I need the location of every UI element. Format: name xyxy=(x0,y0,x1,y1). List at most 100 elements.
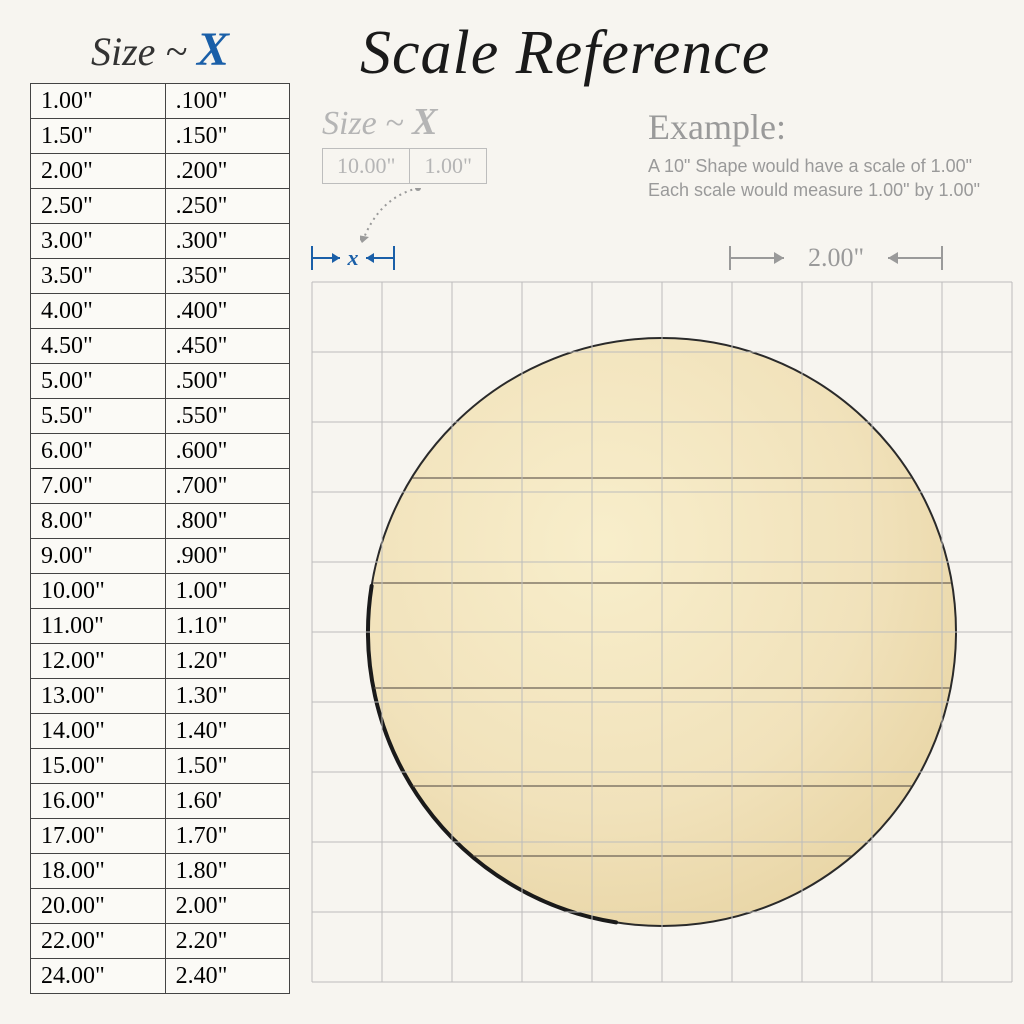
scale-cell: .100" xyxy=(165,84,289,119)
size-header-prefix: Size ~ xyxy=(91,29,197,74)
size-header-x: X xyxy=(197,23,229,76)
scale-cell: .500" xyxy=(165,364,289,399)
size-cell: 22.00" xyxy=(31,924,166,959)
table-row: 1.00".100" xyxy=(31,84,290,119)
size-cell: 5.50" xyxy=(31,399,166,434)
scale-cell: .600" xyxy=(165,434,289,469)
size-cell: 4.50" xyxy=(31,329,166,364)
scale-cell: 1.40" xyxy=(165,714,289,749)
size-cell: 3.50" xyxy=(31,259,166,294)
table-row: 6.00".600" xyxy=(31,434,290,469)
size-cell: 6.00" xyxy=(31,434,166,469)
scale-cell: 2.00" xyxy=(165,889,289,924)
table-row: 16.00"1.60' xyxy=(31,784,290,819)
size-cell: 18.00" xyxy=(31,854,166,889)
size-cell: 11.00" xyxy=(31,609,166,644)
scale-grid xyxy=(312,282,1012,982)
table-row: 17.00"1.70" xyxy=(31,819,290,854)
scale-cell: .200" xyxy=(165,154,289,189)
size-cell: 7.00" xyxy=(31,469,166,504)
x-width-indicator: x xyxy=(308,238,398,278)
size-cell: 1.50" xyxy=(31,119,166,154)
table-row: 8.00".800" xyxy=(31,504,290,539)
table-row: 9.00".900" xyxy=(31,539,290,574)
example-line-2: Each scale would measure 1.00" by 1.00" xyxy=(648,178,1008,202)
scale-cell: .700" xyxy=(165,469,289,504)
example-title: Example: xyxy=(648,106,1008,148)
scale-cell: .150" xyxy=(165,119,289,154)
size-cell: 9.00" xyxy=(31,539,166,574)
scale-cell: 2.40" xyxy=(165,959,289,994)
size-cell: 8.00" xyxy=(31,504,166,539)
size-table-container: Size ~ X 1.00".100"1.50".150"2.00".200"2… xyxy=(30,22,290,994)
scale-cell: .900" xyxy=(165,539,289,574)
size-cell: 15.00" xyxy=(31,749,166,784)
size-table-header: Size ~ X xyxy=(30,22,290,77)
mini-size-block: Size ~ X 10.00" 1.00" xyxy=(322,100,487,184)
size-cell: 24.00" xyxy=(31,959,166,994)
size-table: 1.00".100"1.50".150"2.00".200"2.50".250"… xyxy=(30,83,290,994)
size-cell: 2.00" xyxy=(31,154,166,189)
table-row: 2.00".200" xyxy=(31,154,290,189)
table-row: 20.00"2.00" xyxy=(31,889,290,924)
scale-cell: 1.20" xyxy=(165,644,289,679)
table-row: 7.00".700" xyxy=(31,469,290,504)
size-cell: 17.00" xyxy=(31,819,166,854)
scale-cell: 1.10" xyxy=(165,609,289,644)
table-row: 11.00"1.10" xyxy=(31,609,290,644)
size-cell: 13.00" xyxy=(31,679,166,714)
scale-cell: .250" xyxy=(165,189,289,224)
scale-width-marker: 2.00" xyxy=(728,236,928,276)
x-indicator-label: x xyxy=(347,245,359,270)
table-row: 13.00"1.30" xyxy=(31,679,290,714)
example-line-1: A 10" Shape would have a scale of 1.00" xyxy=(648,154,1008,178)
size-cell: 12.00" xyxy=(31,644,166,679)
table-row: 14.00"1.40" xyxy=(31,714,290,749)
table-row: 5.50".550" xyxy=(31,399,290,434)
scale-cell: 1.70" xyxy=(165,819,289,854)
mini-header-prefix: Size ~ xyxy=(322,105,412,142)
scale-cell: 1.80" xyxy=(165,854,289,889)
scale-cell: .550" xyxy=(165,399,289,434)
table-row: 15.00"1.50" xyxy=(31,749,290,784)
table-row: 10.00"1.00" xyxy=(31,574,290,609)
scale-cell: 1.60' xyxy=(165,784,289,819)
size-cell: 4.00" xyxy=(31,294,166,329)
mini-header-x: X xyxy=(412,101,437,143)
scale-cell: .350" xyxy=(165,259,289,294)
table-row: 18.00"1.80" xyxy=(31,854,290,889)
scale-cell: 2.20" xyxy=(165,924,289,959)
size-cell: 1.00" xyxy=(31,84,166,119)
size-cell: 14.00" xyxy=(31,714,166,749)
size-cell: 16.00" xyxy=(31,784,166,819)
page: Scale Reference Size ~ X 1.00".100"1.50"… xyxy=(0,0,1024,1024)
scale-cell: 1.00" xyxy=(165,574,289,609)
size-cell: 2.50" xyxy=(31,189,166,224)
scale-cell: .300" xyxy=(165,224,289,259)
table-row: 4.00".400" xyxy=(31,294,290,329)
table-row: 12.00"1.20" xyxy=(31,644,290,679)
table-row: 24.00"2.40" xyxy=(31,959,290,994)
table-row: 3.50".350" xyxy=(31,259,290,294)
table-row: 4.50".450" xyxy=(31,329,290,364)
mini-table: 10.00" 1.00" xyxy=(322,148,487,184)
scale-cell: .400" xyxy=(165,294,289,329)
table-row: 3.00".300" xyxy=(31,224,290,259)
table-row: 2.50".250" xyxy=(31,189,290,224)
table-row: 22.00"2.20" xyxy=(31,924,290,959)
scale-marker-label: 2.00" xyxy=(808,243,864,272)
mini-cell-scale: 1.00" xyxy=(410,149,486,184)
mini-cell-size: 10.00" xyxy=(323,149,410,184)
mini-size-header: Size ~ X xyxy=(322,100,487,144)
table-row: 1.50".150" xyxy=(31,119,290,154)
table-row: 5.00".500" xyxy=(31,364,290,399)
scale-cell: 1.50" xyxy=(165,749,289,784)
size-cell: 10.00" xyxy=(31,574,166,609)
size-cell: 5.00" xyxy=(31,364,166,399)
size-cell: 3.00" xyxy=(31,224,166,259)
size-cell: 20.00" xyxy=(31,889,166,924)
page-title: Scale Reference xyxy=(360,18,770,89)
scale-cell: 1.30" xyxy=(165,679,289,714)
scale-cell: .800" xyxy=(165,504,289,539)
example-block: Example: A 10" Shape would have a scale … xyxy=(648,106,1008,203)
